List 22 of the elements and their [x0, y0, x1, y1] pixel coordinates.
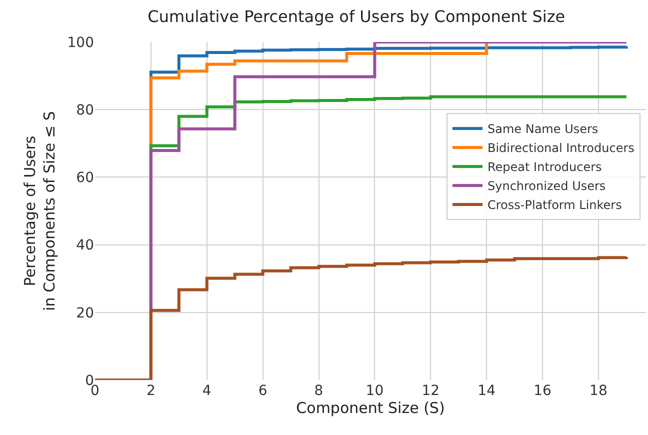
- x-tick-label: 14: [478, 383, 496, 399]
- y-tick-label: 100: [67, 34, 94, 51]
- y-tick-label: 40: [76, 238, 94, 254]
- x-tick-label: 4: [202, 383, 212, 399]
- x-tick-label: 8: [314, 383, 324, 399]
- y-tick-label: 60: [76, 170, 94, 186]
- x-tick-label: 2: [146, 383, 156, 399]
- chart-title: Cumulative Percentage of Users by Component Size: [148, 7, 566, 26]
- legend-label: Cross-Platform Linkers: [487, 198, 622, 212]
- x-tick-label: 12: [422, 383, 440, 399]
- y-tick-label: 80: [76, 102, 94, 118]
- y-axis-title: Percentage of Users in Components of Size ≤ S: [21, 111, 59, 311]
- legend-label: Bidirectional Introducers: [487, 141, 634, 156]
- x-axis-title: Component Size (S): [296, 399, 445, 417]
- x-tick-label: 18: [590, 383, 608, 399]
- x-tick-label: 10: [366, 383, 384, 399]
- legend-label: Repeat Introducers: [487, 160, 602, 174]
- y-tick-label: 20: [76, 305, 94, 322]
- legend-label: Same Name Users: [487, 122, 598, 136]
- x-tick-label: 6: [258, 383, 268, 399]
- legend-label: Synchronized Users: [487, 179, 606, 194]
- x-tick-label: 16: [534, 383, 552, 399]
